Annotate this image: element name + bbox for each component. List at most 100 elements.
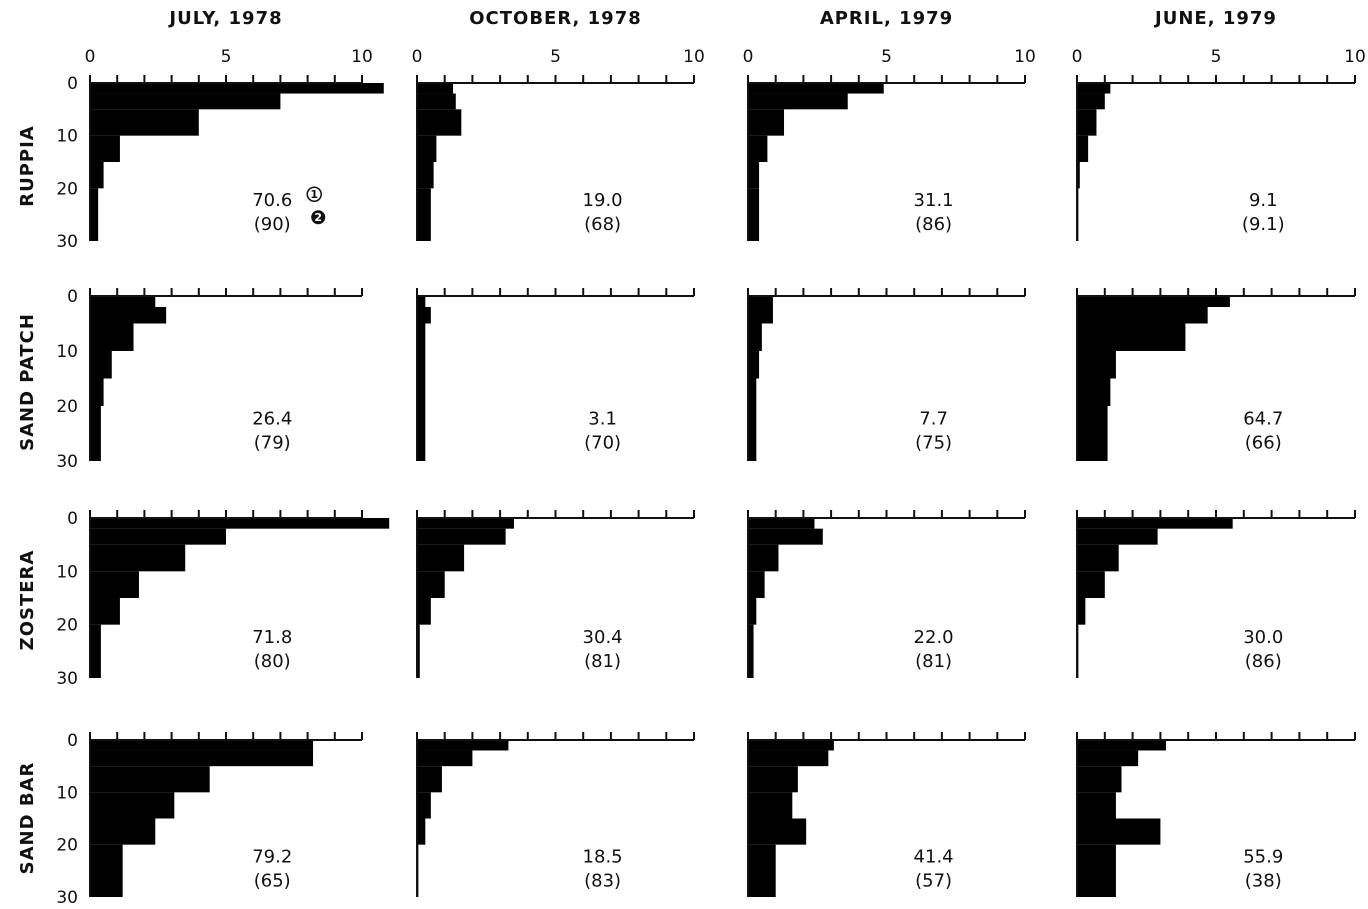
bar-r3-c1-b3	[417, 792, 431, 819]
bar-r3-c2-b2	[748, 766, 798, 793]
y-tick-label-r1-3: 30	[56, 452, 78, 472]
x-tick-label-c3-2: 10	[1344, 47, 1366, 67]
percent-r3-c1: (83)	[584, 870, 621, 891]
bar-r0-c1-b5	[417, 188, 431, 241]
total-r2-c0: 71.8	[252, 627, 292, 648]
bar-r3-c0-b5	[90, 844, 123, 897]
bar-r2-c3-b0	[1077, 518, 1233, 529]
bar-r1-c2-b1	[748, 307, 773, 324]
x-tick-label-c2-2: 10	[1014, 47, 1036, 67]
bar-r1-c2-b3	[748, 351, 760, 379]
bar-r1-c1-b5	[417, 406, 426, 461]
bar-r1-c0-b5	[90, 406, 101, 461]
percent-r3-c0: (65)	[254, 870, 291, 891]
y-tick-label-r1-2: 20	[56, 397, 78, 417]
bar-r1-c3-b3	[1077, 351, 1116, 379]
bar-r3-c0-b0	[90, 740, 314, 751]
bar-r1-c0-b1	[90, 307, 167, 324]
percent-r2-c0: (80)	[254, 651, 291, 672]
bar-r0-c3-b3	[1077, 135, 1089, 162]
percent-r1-c2: (75)	[915, 433, 952, 454]
bar-r1-c3-b4	[1077, 378, 1111, 406]
total-r2-c2: 22.0	[914, 627, 954, 648]
bar-r2-c1-b2	[417, 544, 465, 572]
total-r1-c1: 3.1	[588, 409, 617, 430]
bar-r1-c0-b0	[90, 296, 156, 307]
bar-r2-c2-b4	[748, 598, 757, 625]
bar-r0-c2-b2	[748, 109, 785, 136]
total-r3-c2: 41.4	[914, 846, 954, 867]
row-title-0: RUPPIA	[17, 125, 38, 207]
y-tick-label-r0-3: 30	[56, 232, 78, 252]
x-tick-label-c2-0: 0	[743, 47, 754, 67]
percent-r3-c3: (38)	[1245, 870, 1282, 891]
bar-r0-c0-b5	[90, 188, 99, 241]
row-title-2: ZOSTERA	[17, 550, 38, 651]
bar-r3-c3-b1	[1077, 750, 1139, 767]
y-tick-label-r0-1: 10	[56, 127, 78, 147]
column-title-1: OCTOBER, 1978	[469, 8, 642, 29]
y-tick-label-r3-1: 10	[56, 783, 78, 803]
bar-r0-c1-b4	[417, 162, 434, 189]
total-r0-c2: 31.1	[914, 190, 954, 211]
bar-r3-c3-b2	[1077, 766, 1122, 793]
bar-r0-c2-b3	[748, 135, 768, 162]
x-tick-label-c3-1: 5	[1211, 47, 1222, 67]
bar-r2-c0-b0	[90, 518, 390, 529]
bar-r0-c3-b1	[1077, 93, 1105, 110]
bar-r0-c2-b5	[748, 188, 760, 241]
total-r1-c3: 64.7	[1243, 409, 1283, 430]
bar-r3-c1-b1	[417, 750, 473, 767]
bar-r3-c0-b3	[90, 792, 175, 819]
bar-r2-c1-b3	[417, 571, 445, 598]
bar-r2-c0-b1	[90, 528, 226, 545]
column-title-3: JUNE, 1979	[1153, 8, 1277, 29]
bar-r1-c2-b5	[748, 406, 757, 461]
bar-r2-c1-b0	[417, 518, 514, 529]
percent-r0-c3: (9.1)	[1242, 214, 1285, 235]
x-tick-label-c1-2: 10	[683, 47, 705, 67]
bar-r2-c0-b3	[90, 571, 139, 598]
bar-r1-c1-b0	[417, 296, 426, 307]
x-tick-label-c1-1: 5	[550, 47, 561, 67]
bar-r3-c1-b4	[417, 818, 426, 845]
percent-r1-c0: (79)	[254, 433, 291, 454]
bar-r3-c1-b2	[417, 766, 442, 793]
bar-r0-c1-b3	[417, 135, 437, 162]
bar-r3-c2-b1	[748, 750, 829, 767]
total-r3-c3: 55.9	[1243, 846, 1283, 867]
bar-r3-c0-b4	[90, 818, 156, 845]
bar-r1-c3-b1	[1077, 307, 1208, 324]
percent-r2-c3: (86)	[1245, 651, 1282, 672]
bar-r1-c2-b4	[748, 378, 757, 406]
bar-r2-c2-b5	[748, 624, 754, 678]
total-r0-c3: 9.1	[1249, 190, 1278, 211]
percent-r3-c2: (57)	[915, 870, 952, 891]
bar-r1-c1-b1	[417, 307, 431, 324]
bar-r2-c2-b2	[748, 544, 779, 572]
bar-r3-c3-b5	[1077, 844, 1116, 897]
bar-r3-c0-b1	[90, 750, 314, 767]
y-tick-label-r2-2: 20	[56, 616, 78, 636]
y-tick-label-r2-0: 0	[67, 509, 78, 529]
bar-r1-c1-b3	[417, 351, 426, 379]
y-tick-label-r2-1: 10	[56, 562, 78, 582]
total-r3-c0: 79.2	[252, 846, 292, 867]
bar-r3-c3-b0	[1077, 740, 1166, 751]
percent-r0-c0: (90)	[254, 214, 291, 235]
bar-r1-c1-b2	[417, 323, 426, 351]
bar-r2-c2-b3	[748, 571, 765, 598]
bar-r2-c0-b5	[90, 624, 101, 678]
bar-r1-c1-b4	[417, 378, 426, 406]
bar-r3-c2-b0	[748, 740, 834, 751]
x-tick-label-c0-2: 10	[351, 47, 373, 67]
percent-r2-c1: (81)	[584, 651, 621, 672]
y-tick-label-r2-3: 30	[56, 669, 78, 689]
total-r2-c3: 30.0	[1243, 627, 1283, 648]
bar-r0-c0-b2	[90, 109, 199, 136]
bar-r2-c0-b2	[90, 544, 186, 572]
bar-r2-c3-b1	[1077, 528, 1158, 545]
bar-r0-c0-b4	[90, 162, 104, 189]
y-tick-label-r3-2: 20	[56, 836, 78, 856]
